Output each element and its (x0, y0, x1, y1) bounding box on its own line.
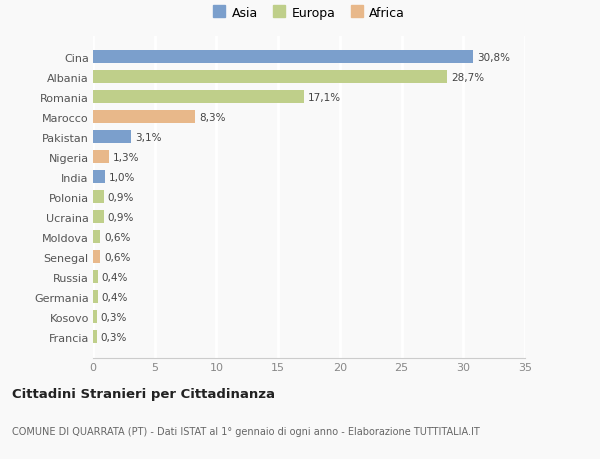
Bar (93, 231, 100, 244)
Bar (93, 51, 473, 64)
Text: 1,0%: 1,0% (109, 173, 136, 182)
Bar (93, 91, 304, 104)
Text: 30,8%: 30,8% (477, 53, 510, 63)
Text: 28,7%: 28,7% (451, 73, 484, 83)
Text: 0,9%: 0,9% (108, 213, 134, 222)
Text: 0,4%: 0,4% (101, 272, 128, 282)
Bar (93, 271, 98, 284)
Bar (93, 330, 97, 343)
Text: 8,3%: 8,3% (199, 112, 226, 123)
Text: 3,1%: 3,1% (135, 133, 161, 143)
Legend: Asia, Europa, Africa: Asia, Europa, Africa (211, 5, 407, 22)
Bar (93, 151, 109, 164)
Text: 0,4%: 0,4% (101, 292, 128, 302)
Text: 0,3%: 0,3% (100, 312, 127, 322)
Bar (93, 251, 100, 263)
Bar (93, 171, 106, 184)
Text: COMUNE DI QUARRATA (PT) - Dati ISTAT al 1° gennaio di ogni anno - Elaborazione T: COMUNE DI QUARRATA (PT) - Dati ISTAT al … (12, 426, 480, 436)
Text: 0,6%: 0,6% (104, 232, 130, 242)
Bar (93, 311, 97, 324)
Text: 1,3%: 1,3% (113, 152, 139, 162)
Bar (93, 71, 447, 84)
Bar (93, 111, 196, 124)
Bar (93, 131, 131, 144)
Bar (93, 191, 104, 204)
Text: 0,6%: 0,6% (104, 252, 130, 262)
Bar (93, 211, 104, 224)
Text: 0,3%: 0,3% (100, 332, 127, 342)
Text: 0,9%: 0,9% (108, 192, 134, 202)
Text: Cittadini Stranieri per Cittadinanza: Cittadini Stranieri per Cittadinanza (12, 387, 275, 400)
Text: 17,1%: 17,1% (308, 93, 341, 103)
Bar (93, 291, 98, 303)
